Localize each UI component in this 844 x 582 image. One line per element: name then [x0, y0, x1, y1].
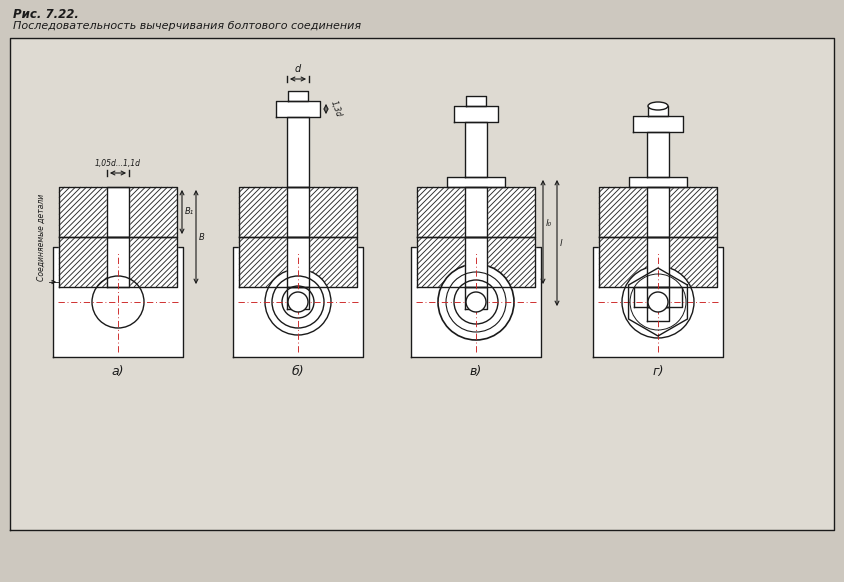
Text: 1,05d...1,1d: 1,05d...1,1d [95, 159, 141, 168]
Polygon shape [465, 237, 487, 287]
Polygon shape [447, 177, 505, 187]
Polygon shape [239, 237, 287, 287]
Text: l: l [560, 239, 562, 247]
Polygon shape [309, 237, 357, 287]
Polygon shape [411, 247, 541, 357]
Text: в): в) [470, 365, 482, 378]
Polygon shape [233, 247, 363, 357]
Ellipse shape [282, 286, 314, 318]
Polygon shape [648, 106, 668, 116]
Polygon shape [669, 287, 682, 307]
Polygon shape [629, 268, 688, 336]
Text: d: d [295, 64, 301, 74]
Polygon shape [59, 187, 107, 237]
Polygon shape [593, 247, 723, 357]
Ellipse shape [446, 272, 506, 332]
Polygon shape [287, 187, 309, 237]
Polygon shape [466, 96, 486, 106]
Polygon shape [59, 237, 107, 287]
Polygon shape [487, 237, 535, 287]
Polygon shape [629, 177, 687, 187]
Text: l₀: l₀ [546, 219, 552, 229]
Polygon shape [309, 187, 357, 237]
Polygon shape [647, 132, 669, 177]
Polygon shape [10, 38, 834, 530]
Ellipse shape [454, 280, 498, 324]
Polygon shape [417, 187, 465, 237]
Polygon shape [239, 187, 287, 237]
Polygon shape [669, 237, 717, 287]
Ellipse shape [622, 266, 694, 338]
Polygon shape [129, 187, 177, 237]
Polygon shape [417, 237, 465, 287]
Polygon shape [634, 287, 647, 307]
Ellipse shape [272, 276, 324, 328]
Text: б): б) [292, 365, 305, 378]
Polygon shape [288, 91, 308, 101]
Text: 1,3d: 1,3d [329, 100, 344, 119]
Polygon shape [276, 101, 320, 117]
Polygon shape [287, 117, 309, 187]
Polygon shape [599, 237, 647, 287]
Polygon shape [454, 106, 498, 122]
Polygon shape [129, 237, 177, 287]
Ellipse shape [648, 292, 668, 312]
Text: B₁: B₁ [185, 208, 194, 217]
Text: г): г) [652, 365, 663, 378]
Text: B: B [199, 232, 205, 242]
Polygon shape [465, 122, 487, 177]
Polygon shape [53, 247, 183, 357]
Polygon shape [647, 307, 669, 321]
Ellipse shape [438, 264, 514, 340]
Polygon shape [287, 287, 309, 309]
Text: а): а) [111, 365, 124, 378]
Polygon shape [287, 237, 309, 287]
Polygon shape [599, 187, 647, 237]
Polygon shape [487, 187, 535, 237]
Polygon shape [633, 116, 683, 132]
Ellipse shape [648, 102, 668, 110]
Polygon shape [647, 187, 669, 237]
Ellipse shape [466, 292, 486, 312]
Ellipse shape [288, 292, 308, 312]
Polygon shape [465, 187, 487, 237]
Text: Рис. 7.22.: Рис. 7.22. [13, 8, 78, 21]
Polygon shape [647, 287, 669, 307]
Text: Последовательность вычерчивания болтового соединения: Последовательность вычерчивания болтовог… [13, 21, 361, 31]
Text: Соединяемые детали: Соединяемые детали [36, 193, 46, 281]
Polygon shape [647, 237, 669, 287]
Polygon shape [107, 237, 129, 287]
Polygon shape [465, 287, 487, 309]
Polygon shape [669, 187, 717, 237]
Polygon shape [107, 187, 129, 237]
Ellipse shape [265, 269, 331, 335]
